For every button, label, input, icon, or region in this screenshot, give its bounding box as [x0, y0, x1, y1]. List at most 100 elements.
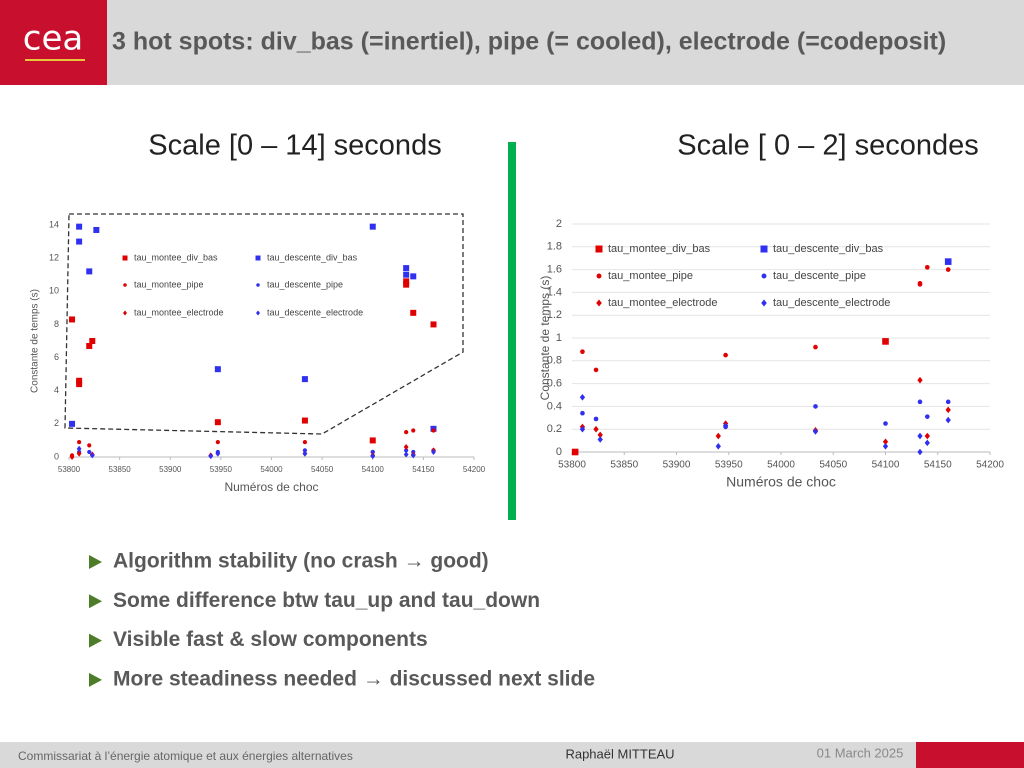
marker [76, 223, 83, 230]
y-tick-label: 4 [54, 385, 59, 395]
logo-box [0, 0, 107, 85]
x-tick-label: 53950 [210, 465, 233, 474]
legend-label: tau_montee_div_bas [608, 243, 711, 255]
marker [924, 265, 930, 270]
bullet-text: Algorithm stability (no crash → good) [113, 550, 489, 573]
x-tick-label: 53900 [663, 460, 691, 471]
legend-label: tau_descente_pipe [773, 270, 866, 282]
legend-label: tau_descente_div_bas [267, 252, 358, 262]
y-tick-label: 1 [556, 332, 562, 344]
y-tick-label: 0.2 [547, 423, 562, 435]
y-tick-label: 8 [54, 319, 59, 329]
footer-author: Raphaël MITTEAU [565, 746, 674, 761]
marker [761, 273, 767, 279]
marker [215, 450, 221, 457]
marker [370, 449, 375, 455]
marker [813, 344, 818, 350]
legend-label: tau_descente_electrode [267, 307, 363, 317]
x-tick-label: 54150 [924, 460, 952, 471]
marker [917, 280, 923, 286]
marker [301, 376, 308, 383]
marker [122, 255, 128, 261]
y-axis-label: Constante de temps (s) [538, 276, 552, 401]
subtitle: Scale [ 0 – 2] secondes [677, 130, 978, 162]
footer-date: 01 March 2025 [817, 745, 904, 760]
marker [723, 352, 728, 358]
x-tick-label: 54150 [412, 465, 435, 474]
marker [593, 416, 599, 422]
marker [917, 376, 923, 384]
marker [410, 309, 417, 316]
marker [597, 436, 603, 443]
footer-bar [0, 742, 1024, 768]
marker [597, 431, 603, 439]
marker [256, 283, 260, 287]
marker [924, 414, 930, 419]
marker [87, 449, 92, 455]
marker [87, 443, 92, 448]
marker [411, 428, 416, 433]
marker [882, 438, 889, 446]
marker [596, 273, 602, 279]
marker [123, 283, 127, 287]
x-axis-label: Numéros de choc [726, 474, 836, 490]
marker [571, 448, 579, 456]
marker [403, 444, 409, 451]
marker [93, 226, 100, 233]
bullet-marker [89, 633, 102, 648]
legend-label: tau_montee_div_bas [134, 252, 218, 262]
marker [403, 265, 410, 272]
marker [580, 349, 585, 354]
y-tick-label: 12 [49, 253, 59, 263]
x-tick-label: 53900 [159, 465, 182, 474]
marker [403, 281, 410, 288]
legend-label: tau_montee_pipe [134, 279, 204, 289]
marker [215, 439, 220, 445]
marker [924, 432, 930, 440]
marker [579, 393, 586, 401]
marker [917, 399, 923, 405]
x-tick-label: 53850 [109, 465, 132, 474]
bullet-text: Some difference btw tau_up and tau_down [113, 589, 540, 612]
x-tick-label: 54200 [463, 465, 486, 474]
y-tick-label: 1.8 [547, 241, 562, 253]
highlight-outline [64, 213, 464, 435]
marker [301, 417, 308, 424]
marker [302, 448, 308, 453]
legend-label: tau_descente_pipe [267, 279, 343, 289]
marker [214, 366, 221, 373]
marker [76, 445, 82, 452]
bullet-marker [89, 555, 102, 569]
x-tick-label: 54050 [819, 460, 847, 471]
x-tick-label: 54100 [362, 465, 385, 474]
x-tick-label: 53800 [58, 465, 81, 474]
y-tick-label: 1.6 [547, 264, 562, 276]
marker [89, 338, 96, 344]
y-tick-label: 0.8 [547, 355, 562, 367]
marker [69, 454, 75, 460]
marker [917, 432, 923, 440]
y-tick-label: 2 [54, 418, 59, 428]
marker [302, 439, 308, 445]
legend-label: tau_montee_electrode [134, 307, 224, 317]
marker [208, 453, 214, 460]
y-tick-label: 1.2 [547, 309, 562, 321]
y-tick-label: 0.6 [547, 378, 562, 390]
legend-label: tau_montee_pipe [608, 270, 693, 282]
y-tick-label: 0 [54, 451, 59, 461]
marker [924, 439, 930, 447]
legend-label: tau_montee_electrode [608, 297, 717, 309]
marker [715, 432, 721, 440]
marker [593, 425, 599, 433]
y-tick-label: 0 [556, 446, 562, 458]
marker [883, 421, 888, 426]
marker [410, 452, 416, 459]
marker [369, 437, 376, 444]
x-tick-label: 54050 [311, 465, 334, 474]
bullet-marker [89, 594, 102, 609]
marker [945, 416, 951, 424]
y-tick-label: 6 [54, 352, 59, 362]
legend-label: tau_descente_electrode [773, 297, 890, 309]
marker [214, 419, 221, 426]
